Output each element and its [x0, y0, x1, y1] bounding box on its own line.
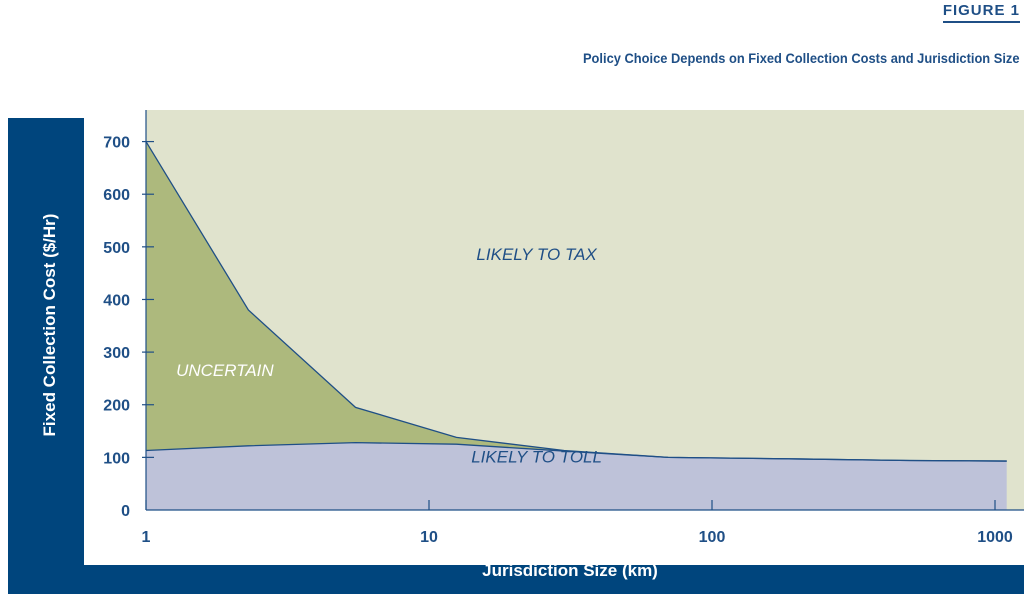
plot-layer: 0 100 200 300 400 500 600 700 1 10 100 1000 LIKELY T… [84, 110, 1024, 565]
x-tick-label: 1 [142, 529, 151, 546]
y-tick-label: 500 [103, 240, 130, 257]
y-tick-label: 0 [121, 503, 130, 520]
chart-title: Policy Choice Depends on Fixed Collectio… [583, 50, 1020, 66]
y-tick-label: 700 [103, 135, 130, 152]
y-axis-label: Fixed Collection Cost ($/Hr) [40, 214, 59, 437]
figure-label: FIGURE 1 [942, 2, 1020, 23]
y-tick-label: 400 [103, 292, 130, 309]
x-tick-label: 100 [699, 529, 726, 546]
x-axis-label: Jurisdiction Size (km) [482, 561, 658, 580]
lower-boundary-line [145, 441, 1007, 462]
region-label: UNCERTAIN [176, 361, 274, 380]
y-tick-label: 600 [103, 187, 130, 204]
region-label: LIKELY TO TAX [476, 245, 597, 264]
y-tick-label: 200 [103, 398, 130, 415]
region-uncertain-area [146, 141, 1007, 462]
y-tick-label: 100 [103, 450, 130, 467]
x-tick-label: 10 [420, 529, 438, 546]
y-tick-label: 300 [103, 345, 130, 362]
x-tick-label: 1000 [977, 529, 1013, 546]
region-label: LIKELY TO TOLL [471, 448, 602, 467]
